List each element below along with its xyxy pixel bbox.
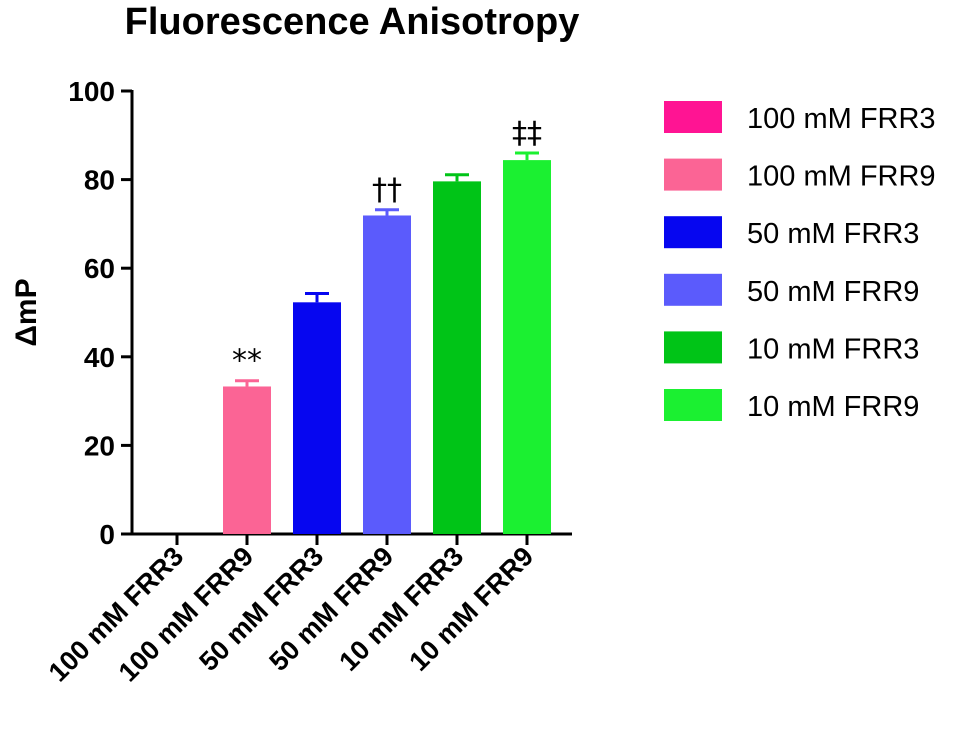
y-axis-label: ΔmP bbox=[10, 278, 43, 346]
significance-annotation: ** bbox=[232, 344, 262, 379]
bar bbox=[293, 302, 341, 534]
legend-swatch bbox=[664, 331, 722, 364]
bar bbox=[363, 215, 411, 534]
legend-swatch bbox=[664, 101, 722, 133]
x-axis bbox=[130, 532, 572, 545]
bar bbox=[433, 181, 481, 534]
chart-title: Fluorescence Anisotropy bbox=[125, 1, 580, 43]
legend-swatch bbox=[664, 273, 722, 306]
legend-swatch bbox=[664, 216, 722, 249]
significance-annotation: ‡‡ bbox=[512, 116, 542, 151]
bars: ** †† ‡‡ bbox=[223, 116, 551, 534]
legend-label: 100 mM FRR3 bbox=[747, 103, 936, 135]
y-tick-label: 40 bbox=[84, 342, 115, 373]
y-tick-label: 0 bbox=[99, 519, 115, 550]
y-axis: 0 20 40 60 80 100 bbox=[68, 76, 134, 550]
x-tick-label: 10 mM FRR9 bbox=[403, 541, 539, 677]
y-tick-label: 20 bbox=[84, 430, 115, 461]
bar bbox=[223, 386, 271, 534]
y-tick-label: 80 bbox=[84, 165, 115, 196]
significance-annotation: †† bbox=[372, 173, 402, 208]
bar bbox=[503, 160, 551, 534]
legend-swatch bbox=[664, 158, 722, 191]
legend: 100 mM FRR3 100 mM FRR9 50 mM FRR3 50 mM FR… bbox=[664, 101, 936, 423]
legend-label: 50 mM FRR3 bbox=[747, 218, 919, 250]
legend-swatch bbox=[664, 389, 722, 421]
legend-label: 10 mM FRR9 bbox=[747, 391, 919, 423]
y-tick-label: 100 bbox=[68, 76, 115, 107]
legend-label: 100 mM FRR9 bbox=[747, 161, 936, 193]
legend-label: 10 mM FRR3 bbox=[747, 333, 919, 365]
legend-label: 50 mM FRR9 bbox=[747, 276, 919, 308]
y-tick-label: 60 bbox=[84, 253, 115, 284]
